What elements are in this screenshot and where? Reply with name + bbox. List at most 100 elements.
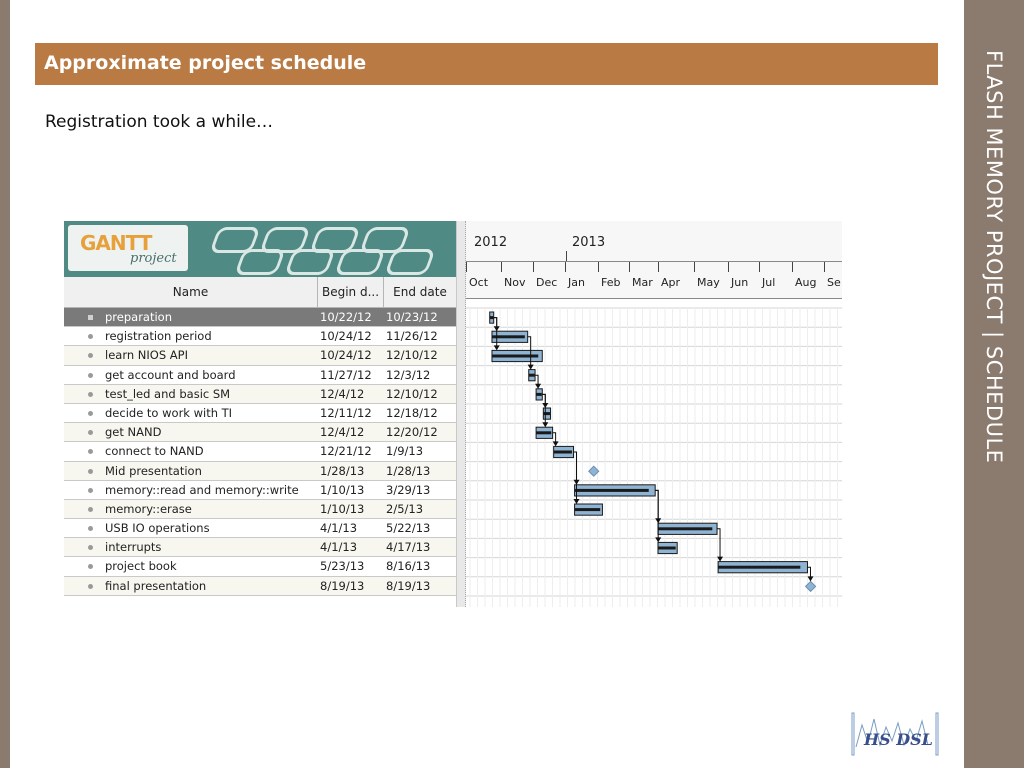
dependency-arrow-icon <box>527 364 534 370</box>
task-end-cell: 12/10/12 <box>386 348 438 363</box>
month-label: Mar <box>632 276 653 289</box>
month-tick <box>629 262 630 272</box>
month-label: May <box>697 276 720 289</box>
task-name-cell: USB IO operations <box>105 521 210 536</box>
task-end-cell: 12/3/12 <box>386 367 431 382</box>
task-progress-line <box>536 431 552 435</box>
task-row[interactable]: interrupts 4/1/13 4/17/13 <box>64 538 456 558</box>
slide-subtitle: Registration took a while… <box>45 112 274 132</box>
task-row[interactable]: test_led and basic SM 12/4/12 12/10/12 <box>64 384 456 404</box>
month-tick <box>759 262 760 272</box>
month-tick <box>694 262 695 272</box>
side-band <box>964 0 1024 768</box>
task-progress-line <box>491 354 539 358</box>
hex-pattern-icon <box>384 249 436 275</box>
month-label: Nov <box>504 276 526 289</box>
task-begin-cell: 1/28/13 <box>320 463 365 478</box>
dependency-arrow-icon <box>655 537 662 543</box>
dependency-arrow-icon <box>493 345 500 351</box>
dependency-connector <box>717 528 721 559</box>
task-begin-cell: 12/11/12 <box>320 405 372 420</box>
task-row[interactable]: USB IO operations 4/1/13 5/22/13 <box>64 519 456 539</box>
month-label: Feb <box>601 276 621 289</box>
task-progress-line <box>543 412 550 416</box>
task-end-cell: 12/20/12 <box>386 425 438 440</box>
month-tick <box>466 262 467 272</box>
logo-text: HS DSL <box>863 730 933 749</box>
year-label: 2012 <box>474 235 508 250</box>
gantt-screenshot: GANTT project Name Begin d... End date p… <box>64 221 842 607</box>
task-progress-line <box>528 373 535 377</box>
logo-main-text: GANTT <box>80 231 152 255</box>
month-label: Jan <box>568 276 585 289</box>
task-row[interactable]: registration period 10/24/12 11/26/12 <box>64 327 456 347</box>
task-end-cell: 2/5/13 <box>386 501 424 516</box>
dependency-connector <box>527 336 532 367</box>
task-begin-cell: 12/21/12 <box>320 444 372 459</box>
task-bullet-icon <box>88 430 93 436</box>
task-begin-cell: 1/10/13 <box>320 501 365 516</box>
task-begin-cell: 12/4/12 <box>320 386 365 401</box>
dependency-arrow-icon <box>552 441 559 447</box>
task-name-cell: get NAND <box>105 425 162 440</box>
task-end-cell: 1/28/13 <box>386 463 431 478</box>
month-label: Se <box>827 276 841 289</box>
task-begin-cell: 11/27/12 <box>320 367 372 382</box>
task-progress-line <box>536 392 542 396</box>
task-row[interactable]: get account and board 11/27/12 12/3/12 <box>64 365 456 385</box>
dependency-connector <box>807 566 811 579</box>
task-row[interactable]: Mid presentation 1/28/13 1/28/13 <box>64 461 456 481</box>
task-bullet-icon <box>88 353 93 359</box>
task-table: preparation 10/22/12 10/23/12 registration … <box>64 308 456 596</box>
task-row[interactable]: connect to NAND 12/21/12 1/9/13 <box>64 442 456 462</box>
milestone-marker <box>588 465 600 477</box>
month-tick <box>658 262 659 272</box>
column-header-name[interactable]: Name <box>64 277 318 307</box>
column-header-begin[interactable]: Begin d... <box>318 277 384 307</box>
month-tick <box>598 262 599 272</box>
column-header-end[interactable]: End date <box>393 285 447 299</box>
task-row[interactable]: final presentation 8/19/13 8/19/13 <box>64 576 456 596</box>
pane-splitter[interactable] <box>456 221 466 607</box>
logo-sub-text: project <box>130 251 177 266</box>
month-tick <box>565 262 566 272</box>
year-tick <box>566 251 567 261</box>
calendar-month-row: Oct Nov Dec Jan Feb Mar Apr May Jun Jul Aug Se <box>466 262 842 299</box>
task-begin-cell: 10/24/12 <box>320 348 372 363</box>
task-bullet-icon <box>88 468 93 474</box>
task-begin-cell: 8/19/13 <box>320 578 365 593</box>
task-end-cell: 11/26/12 <box>386 329 438 344</box>
task-name-cell: Mid presentation <box>105 463 202 478</box>
milestone-marker <box>804 580 817 593</box>
task-row[interactable]: memory::erase 1/10/13 2/5/13 <box>64 499 456 520</box>
task-end-cell: 12/10/12 <box>386 386 438 401</box>
month-label: Jun <box>731 276 749 289</box>
hs-dsl-logo: HS DSL <box>851 712 939 756</box>
task-progress-line <box>553 450 572 454</box>
task-begin-cell: 10/24/12 <box>320 329 372 344</box>
side-title: FLASH MEMORY PROJECT | SCHEDULE <box>982 50 1006 464</box>
task-name-cell: memory::erase <box>105 501 192 516</box>
task-progress-line <box>574 508 601 512</box>
task-name-cell: decide to work with TI <box>105 405 233 420</box>
task-begin-cell: 1/10/13 <box>320 482 365 497</box>
task-row[interactable]: preparation 10/22/12 10/23/12 <box>64 308 456 328</box>
dependency-arrow-icon <box>542 422 549 428</box>
month-tick <box>728 262 729 272</box>
task-begin-cell: 12/4/12 <box>320 425 365 440</box>
header-bar: Approximate project schedule <box>35 43 938 85</box>
calendar-year-row: 2012 2013 <box>466 221 842 262</box>
dependency-arrow-icon <box>573 499 580 504</box>
task-name-cell: registration period <box>105 329 212 344</box>
task-row[interactable]: get NAND 12/4/12 12/20/12 <box>64 423 456 443</box>
slide-title: Approximate project schedule <box>44 52 367 74</box>
task-row[interactable]: project book 5/23/13 8/16/13 <box>64 557 456 577</box>
dependency-connector <box>552 432 557 444</box>
task-progress-line <box>658 546 676 550</box>
dependency-connector <box>573 451 578 501</box>
task-row[interactable]: learn NIOS API 10/24/12 12/10/12 <box>64 346 456 366</box>
task-row[interactable]: decide to work with TI 12/11/12 12/18/12 <box>64 403 456 424</box>
month-tick <box>501 262 502 272</box>
task-bullet-icon <box>88 487 93 493</box>
task-row[interactable]: memory::read and memory::write 1/10/13 3/2… <box>64 480 456 500</box>
